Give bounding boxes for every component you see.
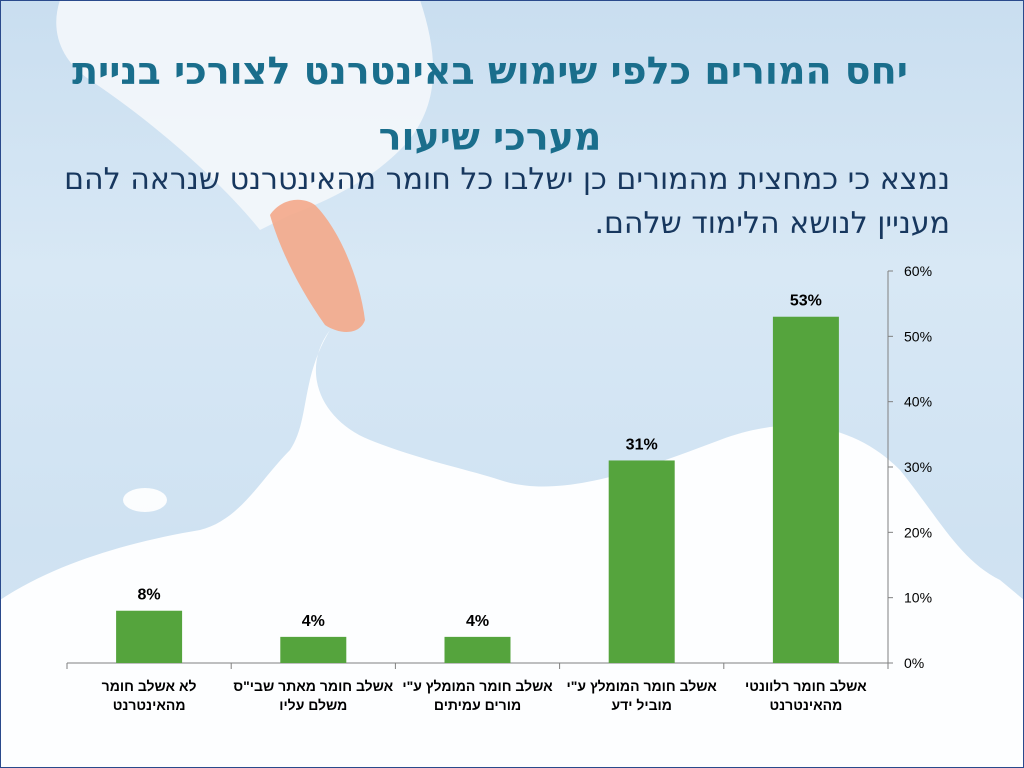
milk-splash [0,330,1024,768]
y-tick-label: 10% [904,590,932,606]
bar [772,316,839,663]
category-label: לא אשלב חומר מהאינטרנט [101,678,197,713]
bar [444,636,511,663]
data-label: 53% [790,293,822,310]
y-tick-label: 60% [904,263,932,279]
data-label: 8% [138,587,161,604]
milk-drop [123,488,167,512]
slide-title: יחס המורים כלפי שימוש באינטרנט לצורכי בנ… [72,49,908,159]
bottle-shape [56,0,434,230]
category-label: אשלב חומר מאתר שבי"ס משלם עליו [233,678,394,713]
y-tick-label: 20% [904,524,932,540]
y-tick-label: 40% [904,394,932,410]
data-label: 4% [302,613,325,630]
category-label: אשלב חומר רלוונטי מהאינטרנט [745,678,867,713]
y-tick-label: 30% [904,459,932,475]
y-tick-label: 0% [904,655,924,671]
bar [280,636,347,663]
data-label: 4% [466,613,489,630]
bar [608,460,675,663]
category-label: אשלב חומר המומלץ ע"י מורים עמיתים [402,678,553,713]
bar [116,610,183,663]
y-tick-label: 50% [904,328,932,344]
bottle-nipple [270,199,365,332]
slide-subtitle: נמצא כי כמחצית מהמורים כן ישלבו כל חומר … [64,162,950,241]
category-label: אשלב חומר המומלץ ע"י מוביל ידע [566,678,717,713]
data-label: 31% [626,436,658,453]
